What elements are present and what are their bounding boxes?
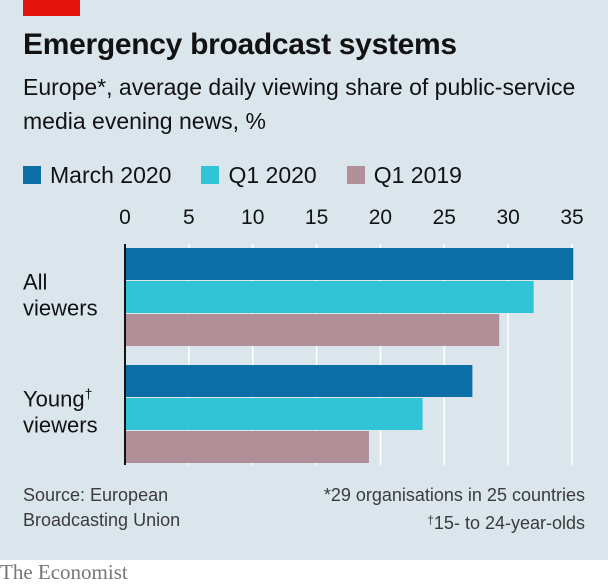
legend-item-q1-2020: Q1 2020 (201, 161, 317, 189)
x-tick-label: 5 (183, 206, 195, 229)
legend-item-march-2020: March 2020 (23, 162, 171, 189)
x-tick-label: 15 (305, 206, 328, 229)
category-label: Young† viewers (23, 386, 98, 438)
source-note: Source: European Broadcasting Union (23, 483, 180, 533)
brand-wordmark: The Economist (0, 560, 128, 584)
x-tick-label: 25 (433, 206, 456, 229)
footnote-organisations: *29 organisations in 25 countries (323, 485, 585, 505)
x-tick-label: 35 (560, 206, 583, 229)
footnote-dagger: † (427, 513, 434, 527)
footnote-age-range: 15- to 24-year-olds (433, 513, 585, 533)
x-tick-label: 20 (369, 206, 392, 229)
legend-label-march-2020: March 2020 (50, 161, 172, 188)
chart-title: Emergency broadcast systems (23, 28, 457, 61)
bar (125, 248, 574, 280)
source-line-2: Broadcasting Union (23, 510, 181, 530)
bar (125, 365, 473, 397)
footnote-young-viewers: †15- to 24-year-olds (324, 508, 585, 536)
bar (125, 314, 500, 346)
legend-item-q1-2019: Q1 2019 (346, 161, 462, 189)
bar (125, 431, 369, 463)
legend-swatch-march-2020 (23, 166, 41, 184)
chart-subtitle: Europe*, average daily viewing share of … (23, 74, 576, 134)
x-tick-label: 10 (241, 206, 264, 229)
bar (125, 281, 534, 313)
bar-chart: 0 5 10 15 20 25 30 35 All viewers Young† viewers (23, 206, 584, 465)
legend-label-q1-2019: Q1 2019 (373, 161, 462, 188)
x-tick-label: 30 (496, 206, 519, 229)
legend-swatch-q1-2019 (346, 166, 365, 184)
legend-swatch-q1-2020 (201, 166, 220, 184)
footnotes: *29 organisations in 25 countries †15- t… (324, 483, 585, 536)
chart-legend: March 2020 Q1 2020 Q1 2019 (23, 159, 492, 191)
brand-red-tag (23, 0, 80, 16)
legend-label-q1-2020: Q1 2020 (228, 161, 317, 188)
bar (125, 398, 423, 430)
category-label: All viewers (23, 270, 98, 321)
source-line-1: Source: European (23, 485, 169, 505)
x-tick-label: 0 (119, 206, 131, 229)
